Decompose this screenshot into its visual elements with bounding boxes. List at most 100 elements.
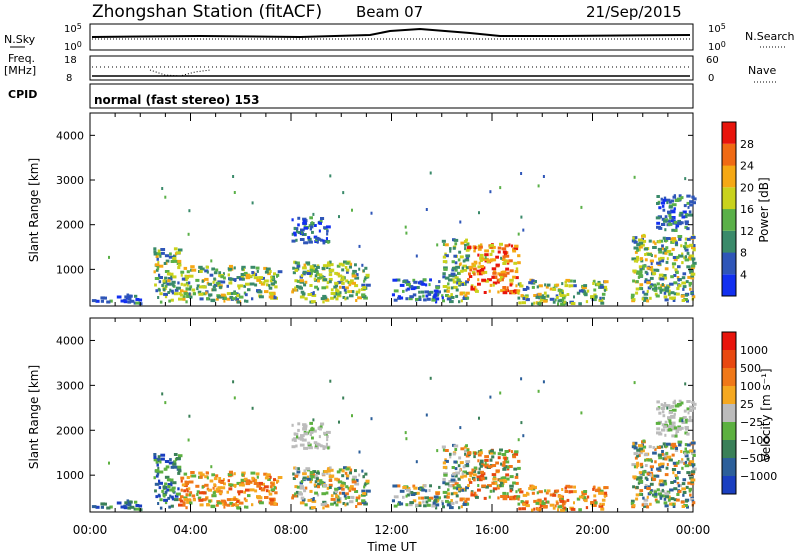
scatter-cell	[599, 285, 605, 289]
scatter-cell	[680, 244, 683, 248]
scatter-cell	[659, 465, 665, 469]
scatter-cell	[602, 491, 608, 495]
scatter-cell	[309, 421, 313, 425]
scatter-cell	[307, 443, 312, 447]
scatter-cell	[261, 482, 265, 486]
scatter-cell	[636, 255, 640, 259]
scatter-cell	[249, 282, 255, 286]
scatter-cell	[303, 469, 307, 473]
scatter-cell	[256, 269, 259, 273]
scatter-cell	[341, 491, 345, 495]
scatter-cell	[325, 237, 328, 241]
scatter-cell	[316, 240, 319, 244]
scatter-cell	[180, 282, 183, 286]
scatter-cell	[688, 210, 692, 214]
x-tick-label: 04:00	[173, 523, 208, 537]
scatter-cell	[297, 428, 300, 432]
scatter-cell	[638, 447, 644, 451]
scatter-cell	[299, 295, 305, 299]
scatter-cell	[293, 226, 296, 230]
scatter-cell	[649, 296, 652, 300]
scatter-cell	[679, 417, 684, 421]
scatter-cell	[338, 491, 342, 495]
scatter-cell	[257, 290, 263, 294]
scatter-cell	[544, 489, 547, 493]
scatter-cell	[481, 271, 485, 275]
scatter-cell	[295, 238, 298, 242]
scatter-cell	[480, 459, 484, 463]
scatter-cell	[682, 210, 687, 214]
scatter-cell	[138, 504, 143, 508]
scatter-cell	[557, 302, 560, 306]
scatter-cell	[198, 265, 203, 269]
scatter-cell	[334, 487, 339, 491]
scatter-cell	[662, 414, 666, 418]
scatter-cell	[312, 418, 315, 422]
scatter-cell	[632, 442, 635, 446]
scatter-cell	[357, 296, 363, 300]
scatter-cell	[682, 416, 687, 419]
scatter-cell	[462, 474, 468, 478]
scatter-cell	[670, 275, 674, 279]
scatter-cell	[220, 293, 226, 297]
scatter-cell	[420, 290, 425, 294]
scatter-cell	[209, 479, 214, 483]
scatter-cell	[164, 270, 170, 273]
scatter-cell	[102, 296, 107, 300]
scatter-cell	[461, 266, 464, 270]
scatter-cell	[232, 503, 236, 507]
scatter-cell	[268, 501, 274, 505]
scatter-cell	[257, 496, 263, 500]
scatter-cell	[361, 469, 364, 473]
scatter-cell	[162, 494, 166, 498]
scatter-cell	[167, 496, 171, 500]
scatter-cell	[649, 285, 653, 289]
scatter-cell	[309, 272, 313, 276]
scatter-cell	[198, 471, 203, 475]
scatter-cell	[656, 195, 660, 198]
scatter-cell	[316, 287, 320, 291]
scatter-cell	[295, 490, 299, 494]
scatter-cell	[648, 239, 652, 243]
scatter-cell	[178, 498, 182, 501]
nave-label: Nave	[748, 64, 776, 77]
scatter-cell	[683, 450, 688, 454]
scatter-cell	[263, 279, 269, 283]
scatter-cell	[129, 299, 135, 303]
scatter-cell	[497, 250, 501, 254]
scatter-cell	[671, 247, 675, 251]
x-axis-label: Time UT	[366, 540, 417, 554]
scatter-cell	[315, 474, 318, 477]
scatter-cell	[171, 291, 175, 295]
scatter-cell	[455, 471, 460, 475]
scatter-cell	[155, 255, 159, 258]
scatter-cell	[519, 488, 522, 491]
scatter-cell	[268, 295, 274, 299]
scatter-cell	[210, 299, 216, 303]
scatter-cell	[317, 279, 320, 283]
power-colorbar-label: Power [dB]	[757, 177, 771, 242]
scatter-cell	[672, 471, 675, 475]
scatter-cell	[363, 296, 368, 300]
scatter-cell	[212, 491, 216, 495]
scatter-cell	[199, 285, 204, 289]
scatter-cell	[355, 299, 358, 302]
scatter-cell	[479, 272, 483, 276]
scatter-cell	[691, 401, 695, 404]
scatter-cell	[686, 400, 691, 403]
scatter-cell	[479, 464, 483, 468]
scatter-cell	[358, 288, 361, 292]
scatter-cell	[241, 471, 246, 475]
scatter-cell	[552, 300, 556, 304]
scatter-cell	[492, 481, 498, 485]
scatter-cell	[668, 252, 673, 256]
scatter-cell	[236, 276, 242, 279]
scatter-cell	[666, 201, 669, 205]
scatter-cell	[346, 476, 349, 480]
scatter-cell	[491, 258, 497, 262]
scatter-cell	[682, 491, 687, 494]
scatter-cell	[691, 472, 695, 475]
scatter-cell	[268, 284, 271, 288]
colorbar-segment	[722, 122, 736, 144]
scatter-cell	[672, 505, 676, 508]
